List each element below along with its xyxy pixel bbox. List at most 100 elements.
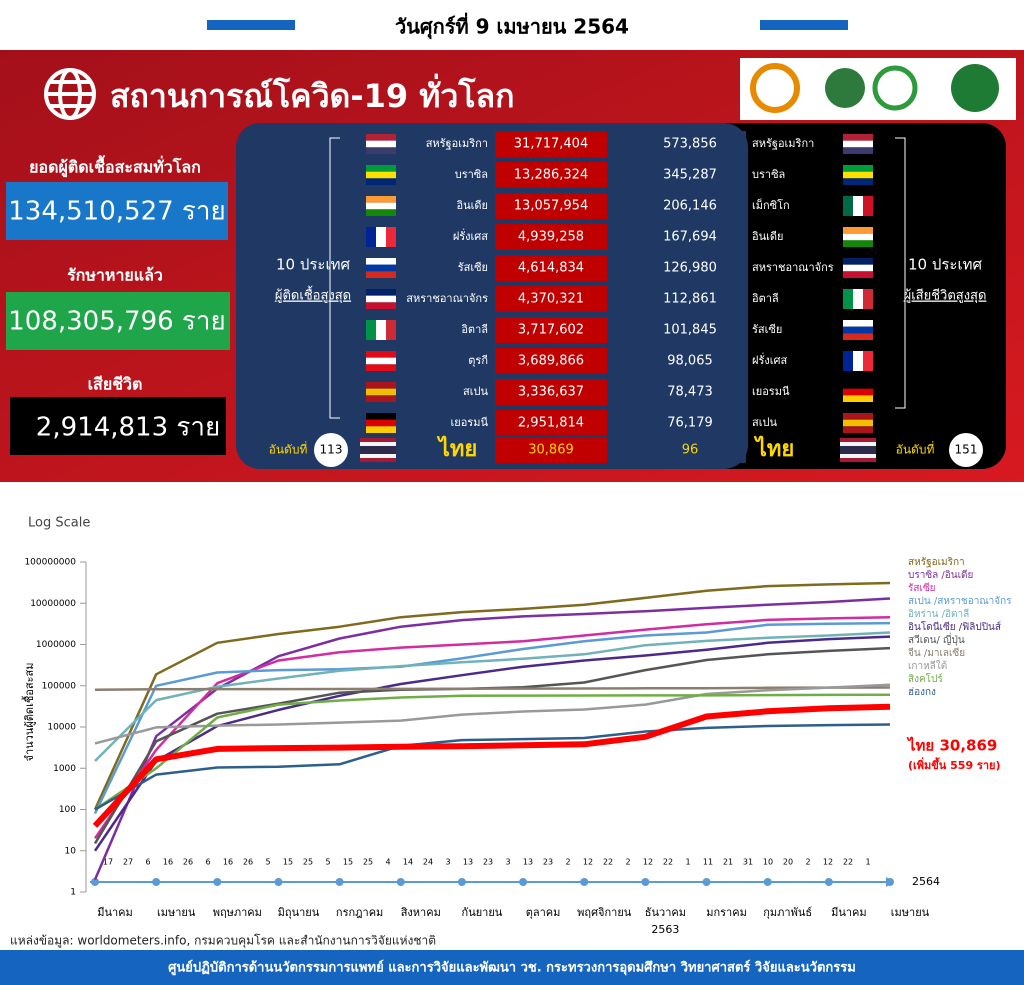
y-tick-label: 100000000 <box>24 558 76 568</box>
timeline-dot <box>274 878 283 886</box>
flag <box>840 438 876 442</box>
y-axis-label: จำนวนผู้ติดเชื้อสะสม <box>21 663 36 762</box>
death-value: 345,287 <box>663 168 717 183</box>
flag <box>843 271 873 278</box>
x-day-label: 1 <box>685 858 690 867</box>
flag <box>853 196 863 216</box>
x-day-label: 23 <box>483 858 493 867</box>
timeline-dot <box>396 878 405 886</box>
flag <box>840 442 876 446</box>
x-tick-label: กุมภาพันธ์ <box>763 906 812 919</box>
death-value: 206,146 <box>663 199 717 214</box>
series-line <box>93 621 891 815</box>
flag <box>386 320 396 340</box>
x-day-label: 4 <box>385 858 390 867</box>
logo <box>951 64 999 112</box>
flag <box>366 295 396 303</box>
country-name: สหรัฐอเมริกา <box>752 137 814 150</box>
y-tick-label: 1000 <box>53 764 76 774</box>
globe-icon <box>44 68 96 120</box>
country-name: อิตาลี <box>752 292 779 305</box>
panel-heading: 10 ประเทศ <box>908 256 983 274</box>
series-line <box>93 615 891 840</box>
y-tick-label: 10000000 <box>30 599 76 609</box>
value-box <box>634 410 746 436</box>
flag <box>366 196 396 203</box>
value-box <box>495 379 607 405</box>
x-day-label: 25 <box>303 858 313 867</box>
x-tick-label: มิถุนายน <box>278 906 320 919</box>
stat-label: เสียชีวิต <box>88 375 143 394</box>
x-day-label: 12 <box>823 858 833 867</box>
flag <box>366 289 396 296</box>
country-name: เยอรมนี <box>451 416 489 429</box>
flag <box>366 320 376 340</box>
stat-box <box>6 292 230 350</box>
legend-entry: อิหร่าน /อิตาลี <box>908 608 969 620</box>
timeline-dot <box>763 878 772 886</box>
chart-subtitle: Log Scale <box>28 516 90 531</box>
x-day-label: 10 <box>763 858 773 867</box>
flag <box>366 382 396 389</box>
flag <box>843 227 873 234</box>
annotation: (เพิ่มขึ้น 559 ราย) <box>908 757 1001 772</box>
death-value: 573,856 <box>663 137 717 152</box>
x-day-label: 3 <box>505 858 510 867</box>
stat-box <box>6 182 228 240</box>
value-box <box>634 131 746 157</box>
year-label: 2564 <box>912 875 940 888</box>
x-tick-label: ตุลาคม <box>526 906 561 919</box>
flag <box>360 458 396 462</box>
x-day-label: 11 <box>703 858 713 867</box>
legend-entry: สหรัฐอเมริกา <box>908 557 965 568</box>
x-tick-label: เมษายน <box>157 906 196 919</box>
value-box <box>495 348 607 374</box>
x-tick-label: ธันวาคม <box>645 906 686 919</box>
x-day-label: 12 <box>583 858 593 867</box>
rank: 113 <box>320 443 343 457</box>
flag <box>366 202 396 210</box>
flag <box>843 264 873 272</box>
country-name: บราซิล <box>752 168 785 181</box>
x-day-label: 17 <box>103 858 113 867</box>
logo <box>825 68 865 108</box>
value-box <box>634 255 746 281</box>
stat-box <box>10 397 226 455</box>
flag <box>366 419 396 427</box>
country-name: สเปน <box>752 416 777 429</box>
flag <box>366 413 396 420</box>
logo <box>750 63 800 113</box>
x-day-label: 2 <box>565 858 570 867</box>
flag <box>843 233 873 241</box>
timeline-dot <box>824 878 833 886</box>
case-value: 2,951,814 <box>518 416 584 431</box>
death-value: 112,861 <box>663 292 717 307</box>
flag <box>843 388 873 396</box>
value-box <box>495 410 607 436</box>
rank-badge <box>949 433 983 467</box>
value-box <box>634 286 746 312</box>
flag <box>376 227 386 247</box>
legend-entry: บราซิล /อินเดีย <box>908 569 973 581</box>
flag <box>843 178 873 185</box>
x-day-label: 1 <box>865 858 870 867</box>
stat-label: รักษาหายแล้ว <box>67 266 163 285</box>
x-day-label: 23 <box>543 858 553 867</box>
y-tick-label: 1000000 <box>36 640 76 650</box>
panel-subheading: ผู้เสียชีวิตสูงสุด <box>904 288 987 304</box>
flag <box>843 196 853 216</box>
flag <box>386 227 396 247</box>
country-name: ฝรั่งเศส <box>453 228 488 243</box>
country-name: อินเดีย <box>752 230 784 243</box>
value-box <box>634 317 746 343</box>
country-name: ฝรั่งเศส <box>752 352 787 367</box>
y-tick-label: 100 <box>59 805 76 815</box>
value-box <box>634 162 746 188</box>
country-name: สเปน <box>463 385 488 398</box>
x-tick-label: มีนาคม <box>831 906 867 919</box>
flag <box>843 289 853 309</box>
death-value: 101,845 <box>663 323 717 338</box>
flag <box>843 258 873 265</box>
thai-death-value: 96 <box>682 443 699 458</box>
